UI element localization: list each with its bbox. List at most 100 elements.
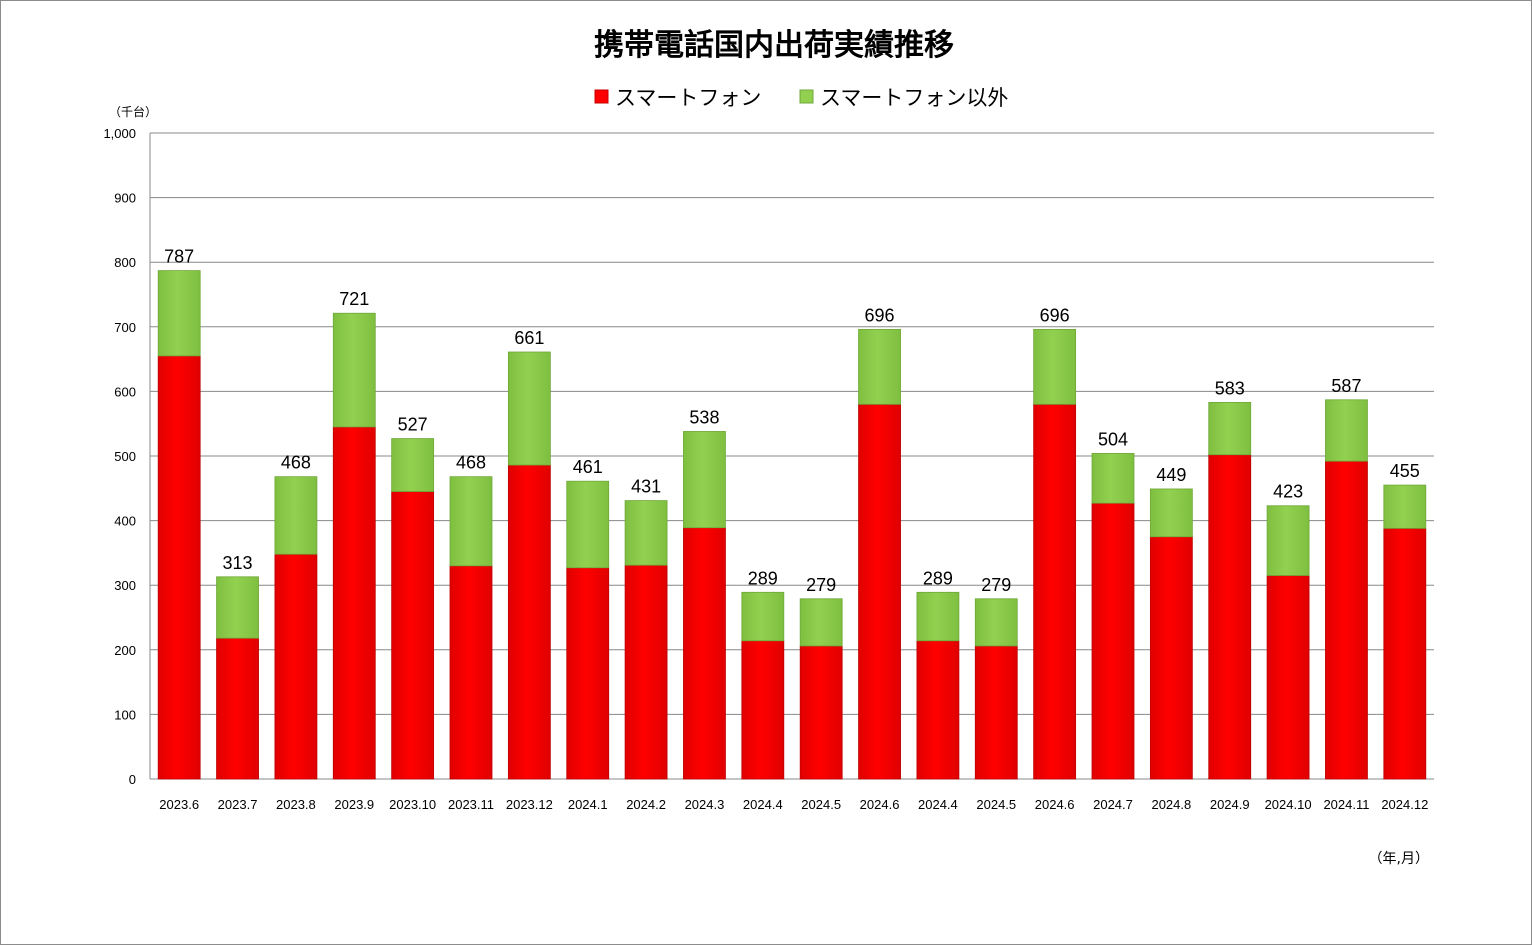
bar-non-smartphone <box>449 476 493 567</box>
bar-smartphone <box>624 564 668 780</box>
total-label: 721 <box>339 289 369 309</box>
x-tick-label: 2024.8 <box>1151 797 1191 812</box>
bar-smartphone <box>157 355 201 780</box>
total-label: 527 <box>398 415 428 435</box>
y-tick-label: 500 <box>114 449 136 464</box>
bar-non-smartphone <box>1325 399 1368 462</box>
total-label: 583 <box>1215 378 1245 398</box>
total-label: 455 <box>1390 461 1420 481</box>
x-tick-label: 2023.7 <box>218 797 258 812</box>
y-tick-label: 200 <box>114 643 136 658</box>
bar-smartphone <box>274 553 318 780</box>
x-axis-ticks: 2023.6 2023.7 2023.8 2023.9 2023.10 2023.11 20… <box>159 797 1428 812</box>
total-label: 279 <box>806 575 836 595</box>
total-label: 461 <box>573 457 603 477</box>
bar-non-smartphone <box>858 328 901 405</box>
total-label: 313 <box>223 553 253 573</box>
bar-non-smartphone <box>1208 401 1252 456</box>
bar-smartphone <box>1325 460 1368 780</box>
legend-label: スマートフォン <box>615 86 761 110</box>
bar-non-smartphone <box>974 598 1018 647</box>
y-axis-ticks: 0 100 200 300 400 500 600 700 800 900 1,000 <box>103 126 136 787</box>
y-tick-label: 700 <box>114 320 136 335</box>
bar-smartphone <box>216 637 259 780</box>
total-label: 696 <box>1040 305 1070 325</box>
x-tick-label: 2023.11 <box>448 797 494 812</box>
y-tick-label: 900 <box>114 191 136 206</box>
total-label: 279 <box>981 575 1011 595</box>
x-tick-label: 2023.6 <box>159 797 199 812</box>
total-label: 289 <box>748 568 778 588</box>
bar-smartphone <box>1091 502 1135 780</box>
y-tick-label: 100 <box>114 707 136 722</box>
bar-smartphone <box>449 565 493 780</box>
bar-smartphone <box>683 527 726 780</box>
total-label: 449 <box>1156 465 1186 485</box>
bar-smartphone <box>566 567 610 780</box>
legend: スマートフォン スマートフォン以外 <box>594 86 1008 110</box>
total-label: 538 <box>689 407 719 427</box>
total-label: 661 <box>514 328 544 348</box>
total-label: 787 <box>164 247 194 267</box>
y-tick-label: 800 <box>114 255 136 270</box>
x-tick-label: 2024.2 <box>626 797 666 812</box>
bar-non-smartphone <box>1033 328 1077 405</box>
bar-non-smartphone <box>157 270 201 357</box>
bar-non-smartphone <box>216 576 259 639</box>
x-tick-label: 2024.4 <box>918 797 958 812</box>
bar-smartphone <box>1208 454 1252 780</box>
bar-smartphone <box>391 491 435 780</box>
x-tick-label: 2024.7 <box>1093 797 1133 812</box>
bar-smartphone <box>1033 403 1077 780</box>
x-tick-label: 2023.8 <box>276 797 316 812</box>
bar-non-smartphone <box>916 591 960 642</box>
x-axis-unit-label: （年,月） <box>1369 851 1429 867</box>
total-label: 423 <box>1273 482 1303 502</box>
y-axis-unit-label: （千台） <box>109 104 157 119</box>
x-tick-label: 2024.5 <box>976 797 1016 812</box>
total-label: 431 <box>631 477 661 497</box>
bar-smartphone <box>332 426 376 780</box>
total-label: 468 <box>456 453 486 473</box>
y-tick-label: 300 <box>114 578 136 593</box>
bar-smartphone <box>974 645 1018 780</box>
bar-non-smartphone <box>683 431 726 529</box>
y-tick-label: 400 <box>114 514 136 529</box>
bar-non-smartphone <box>1091 453 1135 504</box>
bar-smartphone <box>799 645 843 780</box>
x-tick-label: 2024.1 <box>568 797 608 812</box>
total-label: 587 <box>1331 376 1361 396</box>
bar-non-smartphone <box>799 598 843 647</box>
total-labels: 787 313 468 721 527 468 661 461 431 538 289 279 696 2… <box>164 247 1420 595</box>
bar-non-smartphone <box>1266 505 1310 576</box>
bar-non-smartphone <box>507 351 551 466</box>
legend-label: スマートフォン以外 <box>820 86 1008 110</box>
total-label: 468 <box>281 453 311 473</box>
x-tick-label: 2024.6 <box>860 797 900 812</box>
legend-swatch <box>594 89 609 104</box>
bar-smartphone <box>916 640 960 780</box>
bar-non-smartphone <box>566 480 610 569</box>
bar-smartphone <box>1266 575 1310 780</box>
bar-non-smartphone <box>391 438 435 492</box>
x-tick-label: 2024.4 <box>743 797 783 812</box>
x-tick-label: 2024.5 <box>801 797 841 812</box>
x-tick-label: 2024.11 <box>1323 797 1369 812</box>
bar-non-smartphone <box>1383 484 1427 529</box>
bar-non-smartphone <box>274 476 318 555</box>
bar-smartphone <box>858 403 901 780</box>
x-tick-label: 2023.9 <box>334 797 374 812</box>
total-label: 504 <box>1098 429 1128 449</box>
bar-smartphone <box>507 464 551 780</box>
bar-non-smartphone <box>1149 488 1193 538</box>
bar-smartphone <box>741 640 785 780</box>
x-tick-label: 2023.12 <box>506 797 553 812</box>
x-tick-label: 2023.10 <box>389 797 436 812</box>
y-tick-label: 600 <box>114 384 136 399</box>
x-tick-label: 2024.12 <box>1381 797 1428 812</box>
x-tick-label: 2024.9 <box>1210 797 1250 812</box>
legend-swatch <box>799 89 814 104</box>
x-tick-label: 2024.3 <box>685 797 725 812</box>
